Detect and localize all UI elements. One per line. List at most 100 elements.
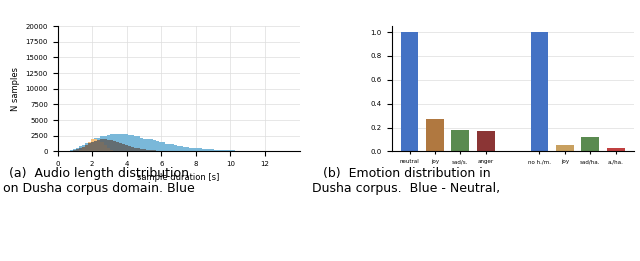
Bar (92, 142, 94, 151)
Bar (82, 147, 85, 151)
X-axis label: sample duration [s]: sample duration [s] (138, 173, 220, 182)
Bar (214, 150, 217, 151)
Bar (208, 149, 211, 151)
Bar (556, 145, 574, 151)
Bar (94, 141, 97, 151)
Bar (97, 138, 100, 151)
Bar (82, 147, 85, 151)
Bar (119, 143, 122, 151)
Bar (107, 140, 109, 151)
Bar (79, 149, 82, 151)
Bar (85, 145, 88, 151)
Bar (88, 142, 92, 151)
Bar (88, 143, 92, 151)
Bar (220, 150, 223, 151)
Bar (73, 149, 76, 151)
Bar (143, 149, 147, 151)
Bar (451, 130, 469, 151)
Bar (94, 139, 97, 151)
Bar (607, 149, 625, 151)
Bar (159, 142, 162, 151)
Bar (113, 141, 116, 151)
Bar (109, 134, 113, 151)
Bar (202, 149, 205, 151)
Bar (174, 145, 177, 151)
Bar (76, 148, 79, 151)
Bar (76, 150, 79, 151)
Bar (107, 148, 109, 151)
Bar (205, 149, 208, 151)
Bar (134, 136, 137, 151)
Bar (85, 145, 88, 151)
Bar (140, 138, 143, 151)
Bar (100, 136, 104, 151)
Bar (183, 146, 186, 151)
Bar (104, 139, 107, 151)
Bar (189, 147, 193, 151)
Bar (193, 148, 195, 151)
Y-axis label: N samples: N samples (11, 67, 20, 111)
Bar (107, 135, 109, 151)
Bar (232, 150, 236, 151)
Bar (156, 141, 159, 151)
Bar (217, 150, 220, 151)
Bar (198, 148, 202, 151)
Bar (122, 144, 125, 151)
Bar (168, 144, 171, 151)
Bar (162, 143, 165, 151)
Bar (150, 150, 152, 151)
Bar (137, 137, 140, 151)
Bar (226, 150, 229, 151)
Bar (137, 149, 140, 151)
Bar (180, 146, 183, 151)
Bar (131, 135, 134, 151)
Bar (195, 148, 198, 151)
Bar (152, 140, 156, 151)
Bar (116, 141, 119, 151)
Bar (100, 139, 104, 151)
Text: (b)  Emotion distribution in
Dusha corpus.  Blue - Neutral,: (b) Emotion distribution in Dusha corpus… (312, 167, 500, 195)
Bar (150, 139, 152, 151)
Bar (152, 150, 156, 151)
Bar (88, 141, 92, 151)
Bar (109, 140, 113, 151)
Bar (223, 150, 226, 151)
Bar (79, 146, 82, 151)
Bar (426, 119, 444, 151)
Bar (92, 139, 94, 151)
Bar (140, 149, 143, 151)
Bar (97, 140, 100, 151)
Bar (70, 150, 73, 151)
Bar (94, 138, 97, 151)
Bar (128, 135, 131, 151)
Bar (97, 140, 100, 151)
Bar (125, 134, 128, 151)
Bar (171, 144, 174, 151)
Bar (177, 146, 180, 151)
Bar (581, 137, 599, 151)
Bar (143, 139, 147, 151)
Bar (125, 145, 128, 151)
Bar (134, 148, 137, 151)
Bar (477, 131, 495, 151)
Bar (229, 150, 232, 151)
Bar (85, 143, 88, 151)
Bar (147, 139, 150, 151)
Bar (186, 147, 189, 151)
Bar (82, 145, 85, 151)
Bar (113, 134, 116, 151)
Bar (531, 32, 548, 151)
Bar (131, 147, 134, 151)
Bar (211, 149, 214, 151)
Bar (116, 134, 119, 151)
Bar (104, 136, 107, 151)
Bar (92, 140, 94, 151)
Bar (104, 145, 107, 151)
Bar (100, 142, 104, 151)
Text: (a)  Audio length distribution
on Dusha corpus domain. Blue: (a) Audio length distribution on Dusha c… (3, 167, 195, 195)
Bar (122, 134, 125, 151)
Bar (109, 150, 113, 151)
Bar (79, 150, 82, 151)
Bar (147, 150, 150, 151)
Bar (165, 144, 168, 151)
